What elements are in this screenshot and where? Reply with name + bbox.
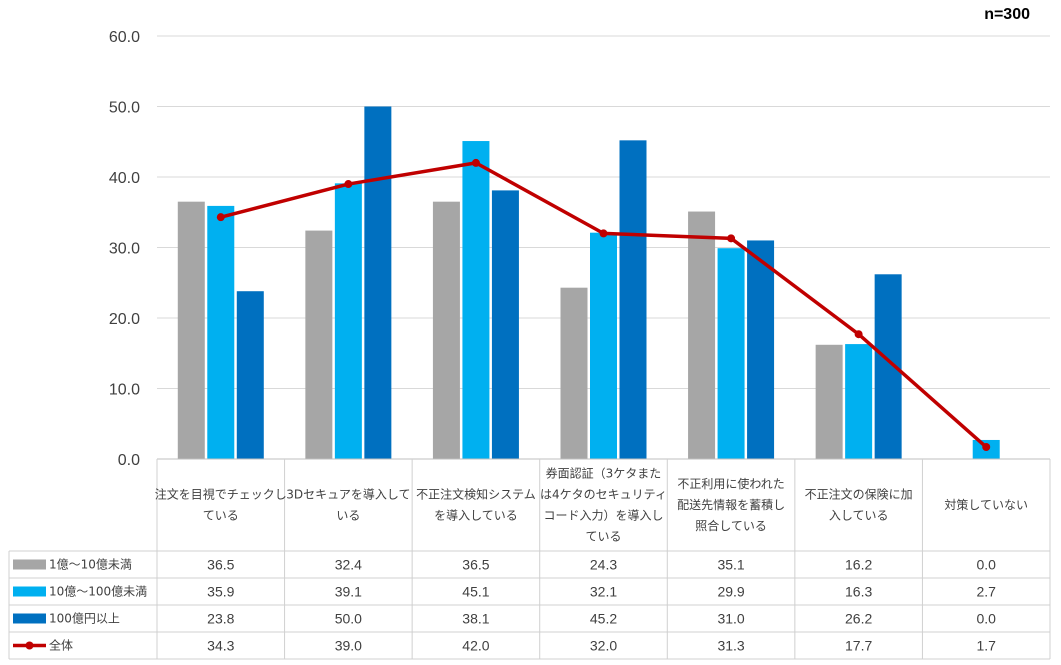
bar bbox=[688, 211, 716, 459]
category-label: 3Dセキュアを導入して bbox=[286, 488, 410, 502]
y-tick-label: 0.0 bbox=[118, 452, 140, 469]
category-label: 注文を目視でチェックし bbox=[155, 487, 287, 502]
total-line bbox=[216, 158, 991, 452]
table-cell: 39.0 bbox=[335, 638, 362, 654]
legend-label: 1億～10億未満 bbox=[49, 558, 132, 572]
legend-swatch bbox=[13, 586, 46, 597]
bar bbox=[432, 201, 460, 460]
table-cell: 29.9 bbox=[717, 584, 744, 600]
bar bbox=[560, 287, 588, 459]
line-point bbox=[982, 443, 991, 452]
legend-label: 全体 bbox=[49, 638, 73, 653]
table-cell: 2.7 bbox=[976, 584, 996, 600]
y-tick-label: 20.0 bbox=[109, 311, 140, 328]
y-tick-label: 30.0 bbox=[109, 241, 140, 258]
category-label: 配送先情報を蓄積し bbox=[677, 497, 785, 512]
bar bbox=[845, 344, 873, 459]
y-tick-label: 10.0 bbox=[109, 382, 140, 399]
category-label: 入している bbox=[829, 509, 889, 523]
category-label: 照合している bbox=[695, 518, 767, 533]
bar bbox=[462, 141, 490, 460]
table-cell: 16.3 bbox=[845, 584, 872, 600]
table-cell: 39.1 bbox=[335, 584, 362, 600]
y-axis: 0.0 10.0 20.0 30.0 40.0 50.0 60.0 bbox=[109, 29, 140, 469]
table-cell: 31.3 bbox=[717, 638, 744, 654]
bar bbox=[619, 140, 647, 459]
table-cell: 42.0 bbox=[462, 638, 489, 654]
table-cell: 0.0 bbox=[976, 557, 996, 573]
bar bbox=[491, 190, 519, 459]
legend-label: 100億円以上 bbox=[49, 612, 120, 626]
y-tick-label: 60.0 bbox=[109, 29, 140, 46]
category-label: ている bbox=[203, 509, 239, 523]
category-label: いる bbox=[336, 509, 360, 523]
table-cell: 24.3 bbox=[590, 557, 617, 573]
line-point bbox=[471, 158, 480, 167]
category-label: 券面認証（3ケタまた bbox=[546, 466, 662, 481]
legend-label: 10億～100億未満 bbox=[49, 585, 147, 599]
bar bbox=[717, 248, 745, 459]
category-label: 不正注文検知システム bbox=[416, 487, 536, 502]
category-label: ている bbox=[585, 530, 621, 544]
y-tick-label: 40.0 bbox=[109, 170, 140, 187]
bar bbox=[590, 232, 617, 459]
table-cell: 38.1 bbox=[462, 611, 489, 627]
data-table: 注文を目視でチェックしている3Dセキュアを導入している不正注文検知システムを導入… bbox=[8, 458, 1051, 660]
table-cell: 35.1 bbox=[717, 557, 744, 573]
table-cell: 23.8 bbox=[207, 611, 234, 627]
table-cell: 45.1 bbox=[462, 584, 489, 600]
line-point bbox=[599, 229, 608, 238]
table-cell: 17.7 bbox=[845, 638, 872, 654]
category-label: 不正利用に使われた bbox=[677, 476, 784, 491]
table-cell: 31.0 bbox=[717, 611, 744, 627]
legend-swatch bbox=[13, 559, 46, 570]
category-label: コード入力）を導入し bbox=[543, 509, 663, 523]
line-point bbox=[344, 180, 353, 189]
table-cell: 32.0 bbox=[590, 638, 617, 654]
table-cell: 32.4 bbox=[335, 557, 362, 573]
table-cell: 1.7 bbox=[976, 638, 996, 654]
sample-size-label: n=300 bbox=[984, 6, 1030, 23]
line-point bbox=[727, 234, 736, 243]
bar bbox=[207, 205, 235, 459]
line-point bbox=[216, 213, 225, 222]
category-label: は4ケタのセキュリティ bbox=[540, 488, 667, 502]
category-label: 不正注文の保険に加 bbox=[805, 487, 913, 502]
bar bbox=[747, 240, 775, 459]
bar bbox=[305, 230, 333, 459]
table-cell: 32.1 bbox=[590, 584, 617, 600]
table-cell: 36.5 bbox=[207, 557, 234, 573]
table-cell: 50.0 bbox=[335, 611, 362, 627]
line-point bbox=[854, 330, 863, 339]
table-cell: 26.2 bbox=[845, 611, 872, 627]
legend-swatch bbox=[13, 613, 46, 624]
table-cell: 36.5 bbox=[462, 557, 489, 573]
table-cell: 45.2 bbox=[590, 611, 617, 627]
category-label: 対策していない bbox=[944, 498, 1028, 512]
bar bbox=[364, 106, 392, 459]
category-label: を導入している bbox=[434, 509, 518, 523]
table-cell: 16.2 bbox=[845, 557, 872, 573]
bar bbox=[236, 291, 264, 459]
bar bbox=[334, 183, 362, 459]
y-tick-label: 50.0 bbox=[109, 100, 140, 117]
legend-marker bbox=[25, 641, 34, 650]
table-cell: 0.0 bbox=[976, 611, 996, 627]
bar bbox=[177, 201, 205, 460]
bar bbox=[815, 344, 843, 459]
bars bbox=[177, 106, 1000, 460]
table-cell: 35.9 bbox=[207, 584, 234, 600]
table-cell: 34.3 bbox=[207, 638, 234, 654]
